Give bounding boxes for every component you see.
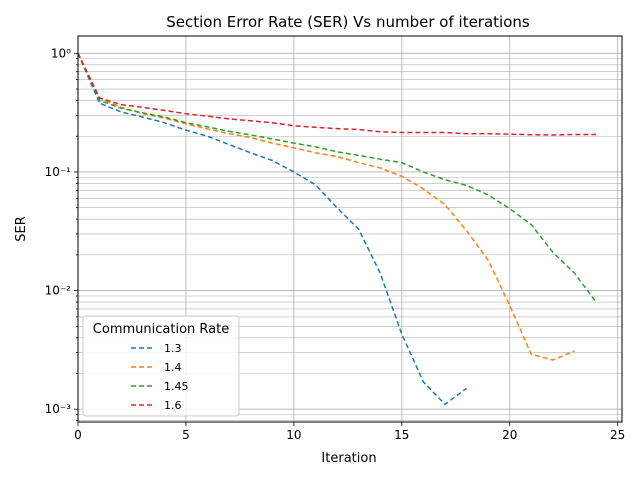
legend-label: 1.4 [164, 361, 182, 374]
x-tick-label: 10 [286, 428, 301, 442]
legend-title: Communication Rate [93, 322, 229, 337]
x-tick-label: 0 [74, 428, 82, 442]
x-tick-label: 25 [610, 428, 625, 442]
y-tick-label: 10⁻² [45, 284, 72, 298]
x-axis-label: Iteration [321, 451, 376, 466]
x-tick-label: 5 [182, 428, 190, 442]
y-tick-label: 10⁰ [51, 46, 71, 60]
axis-ticks: 0 5 10 15 20 25 10⁻³ 10⁻² 10⁻¹ 10⁰ [45, 46, 626, 442]
legend: Communication Rate 1.3 1.4 1.45 1.6 [82, 315, 240, 417]
plot-area-frame [77, 35, 623, 423]
series-lines [77, 52, 597, 406]
x-tick-label: 15 [394, 428, 409, 442]
y-tick-label: 10⁻³ [45, 402, 72, 416]
series-line-1-4 [77, 52, 575, 361]
y-tick-label: 10⁻¹ [45, 165, 72, 179]
legend-label: 1.45 [164, 380, 189, 393]
legend-label: 1.6 [164, 399, 182, 412]
chart-title: Section Error Rate (SER) Vs number of it… [166, 13, 530, 31]
legend-box [82, 315, 240, 417]
y-axis-label: SER [14, 216, 29, 242]
x-tick-label: 20 [502, 428, 517, 442]
legend-label: 1.3 [164, 342, 182, 355]
series-line-1-3 [77, 53, 468, 406]
legend-items: 1.3 1.4 1.45 1.6 [131, 342, 189, 412]
series-line-1-6 [77, 52, 597, 136]
